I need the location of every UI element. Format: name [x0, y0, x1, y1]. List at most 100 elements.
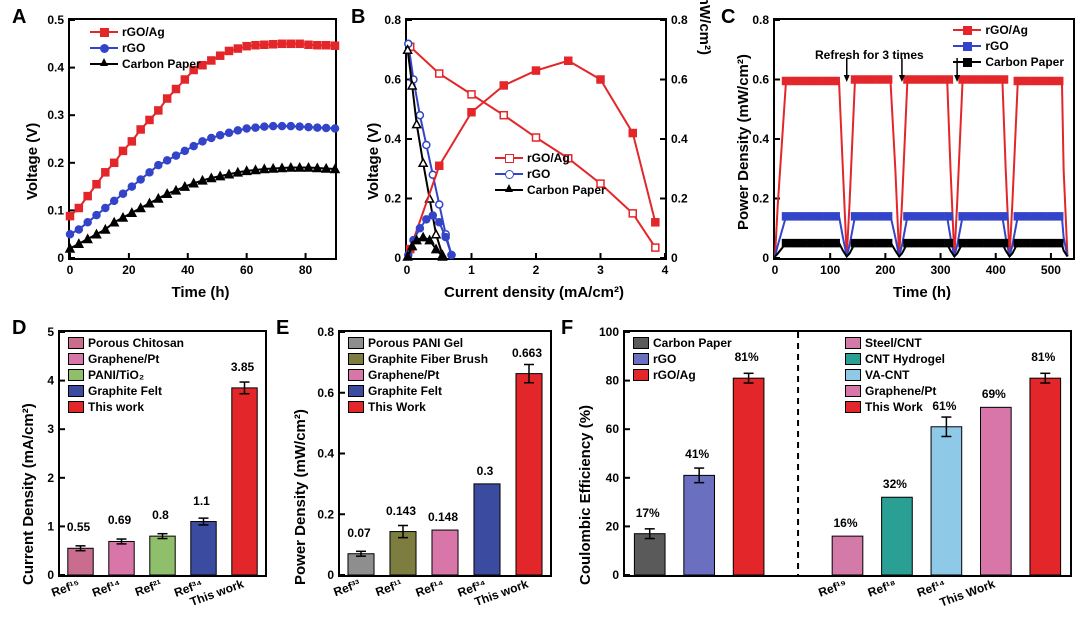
svg-text:0.3: 0.3 — [47, 108, 64, 122]
panel-c-label: C — [721, 6, 735, 29]
panel-f-ylabel: Coulombic Efficiency (%) — [577, 405, 594, 585]
svg-text:0.2: 0.2 — [47, 156, 64, 170]
svg-text:3: 3 — [597, 263, 604, 277]
panel-b-legend: rGO/AgrGOCarbon Paper — [495, 150, 606, 198]
svg-text:1: 1 — [468, 263, 475, 277]
panel-a-label: A — [12, 6, 26, 29]
svg-text:Ref¹⁴: Ref¹⁴ — [90, 577, 122, 600]
bar-value-label: 0.143 — [381, 504, 421, 518]
panel-d-label: D — [12, 317, 26, 340]
svg-text:Ref¹⁸: Ref¹⁸ — [866, 577, 898, 600]
svg-text:40: 40 — [606, 471, 620, 485]
svg-text:0.5: 0.5 — [47, 13, 64, 27]
svg-text:0: 0 — [612, 568, 619, 582]
panel-c-xlabel: Time (h) — [773, 284, 1071, 301]
svg-text:0: 0 — [47, 568, 54, 582]
svg-text:0.1: 0.1 — [47, 203, 64, 217]
bar-value-label: 81% — [1023, 350, 1063, 364]
bar-value-label: 0.148 — [423, 510, 463, 524]
svg-text:80: 80 — [606, 374, 620, 388]
svg-text:200: 200 — [875, 263, 895, 277]
panel-e-legend: Porous PANI GelGraphite Fiber BrushGraph… — [348, 335, 488, 415]
bar-value-label: 17% — [628, 506, 668, 520]
svg-text:0.2: 0.2 — [384, 192, 401, 206]
svg-text:20: 20 — [606, 519, 620, 533]
svg-text:Ref¹⁹: Ref¹⁹ — [816, 577, 848, 600]
svg-text:0.8: 0.8 — [384, 13, 401, 27]
svg-text:Ref¹⁴: Ref¹⁴ — [414, 577, 446, 600]
svg-text:Ref¹¹: Ref¹¹ — [374, 577, 404, 600]
svg-text:400: 400 — [986, 263, 1006, 277]
svg-text:100: 100 — [820, 263, 840, 277]
svg-text:0.2: 0.2 — [671, 192, 688, 206]
svg-text:0.2: 0.2 — [752, 192, 769, 206]
panel-b-ylabel: Voltage (V) — [365, 123, 382, 200]
svg-text:0.6: 0.6 — [671, 73, 688, 87]
svg-text:20: 20 — [122, 263, 136, 277]
svg-text:60: 60 — [240, 263, 254, 277]
svg-text:0.8: 0.8 — [317, 325, 334, 339]
bar-value-label: 16% — [826, 516, 866, 530]
panel-a-xlabel: Time (h) — [68, 284, 333, 301]
panel-e-ylabel: Power Density (mW/cm²) — [292, 409, 309, 585]
panel-c-legend: rGO/AgrGOCarbon Paper — [953, 22, 1064, 70]
panel-c: C Power Density (mW/cm²) 0 100 200 300 400 50… — [715, 0, 1080, 310]
svg-text:2: 2 — [47, 471, 54, 485]
panel-b: B Voltage (V) Power Density (mW/cm²) 012… — [345, 0, 715, 310]
svg-text:0.4: 0.4 — [47, 61, 64, 75]
svg-text:This Work: This Work — [938, 577, 997, 610]
svg-text:Ref²¹: Ref²¹ — [133, 577, 163, 600]
svg-text:0.6: 0.6 — [752, 73, 769, 87]
svg-text:0: 0 — [57, 251, 64, 265]
svg-text:0.6: 0.6 — [384, 73, 401, 87]
bar-value-label: 0.3 — [465, 464, 505, 478]
panel-b-plot: 0123400.20.40.60.800.20.40.60.8 — [405, 18, 667, 260]
panel-a-legend: rGO/AgrGOCarbon Paper — [90, 24, 201, 72]
svg-text:0: 0 — [404, 263, 411, 277]
panel-f-legend-left: Carbon PaperrGOrGO/Ag — [633, 335, 732, 383]
svg-text:Ref¹⁵: Ref¹⁵ — [50, 577, 82, 600]
panel-d: D Current Density (mA/cm²) 012345Ref¹⁵Re… — [0, 315, 270, 635]
bar-value-label: 0.07 — [339, 526, 379, 540]
svg-text:100: 100 — [599, 325, 619, 339]
panel-c-ylabel: Power Density (mW/cm²) — [735, 54, 752, 230]
panel-d-ylabel: Current Density (mA/cm²) — [20, 403, 37, 585]
svg-text:0.4: 0.4 — [384, 132, 401, 146]
svg-text:0: 0 — [772, 263, 779, 277]
svg-text:0.8: 0.8 — [671, 13, 688, 27]
panel-e-label: E — [276, 317, 289, 340]
svg-text:0: 0 — [762, 251, 769, 265]
svg-text:40: 40 — [181, 263, 195, 277]
figure: A Voltage (V) 02040608000.10.20.30.40.5 … — [0, 0, 1080, 640]
svg-text:0: 0 — [67, 263, 74, 277]
svg-text:0: 0 — [394, 251, 401, 265]
svg-text:5: 5 — [47, 325, 54, 339]
svg-text:0: 0 — [327, 568, 334, 582]
svg-text:3: 3 — [47, 422, 54, 436]
svg-text:4: 4 — [47, 374, 54, 388]
svg-text:300: 300 — [931, 263, 951, 277]
bar-value-label: 41% — [677, 447, 717, 461]
panel-f-label: F — [561, 317, 573, 340]
bar-value-label: 69% — [974, 387, 1014, 401]
svg-text:60: 60 — [606, 422, 620, 436]
panel-a: A Voltage (V) 02040608000.10.20.30.40.5 … — [0, 0, 345, 310]
svg-text:500: 500 — [1041, 263, 1061, 277]
bar-value-label: 32% — [875, 477, 915, 491]
panel-b-y2label: Power Density (mW/cm²) — [696, 0, 713, 55]
bar-value-label: 61% — [924, 399, 964, 413]
panel-f: F Coulombic Efficiency (%) 0 20 40 60 80 100 R… — [555, 315, 1080, 635]
bar-value-label: 3.85 — [223, 360, 263, 374]
svg-text:0.8: 0.8 — [752, 13, 769, 27]
panel-e: E Power Density (mW/cm²) 00.20.40.60.8Re… — [270, 315, 555, 635]
svg-text:0.4: 0.4 — [752, 132, 769, 146]
svg-text:0.4: 0.4 — [317, 447, 334, 461]
svg-text:0.2: 0.2 — [317, 507, 334, 521]
bar-value-label: 0.663 — [507, 346, 547, 360]
svg-text:0: 0 — [671, 251, 678, 265]
bar-value-label: 0.55 — [59, 520, 99, 534]
bar-value-label: 1.1 — [182, 494, 222, 508]
panel-c-annotation: Refresh for 3 times — [815, 48, 924, 62]
panel-b-xlabel: Current density (mA/cm²) — [405, 284, 663, 301]
bar-value-label: 0.8 — [141, 508, 181, 522]
